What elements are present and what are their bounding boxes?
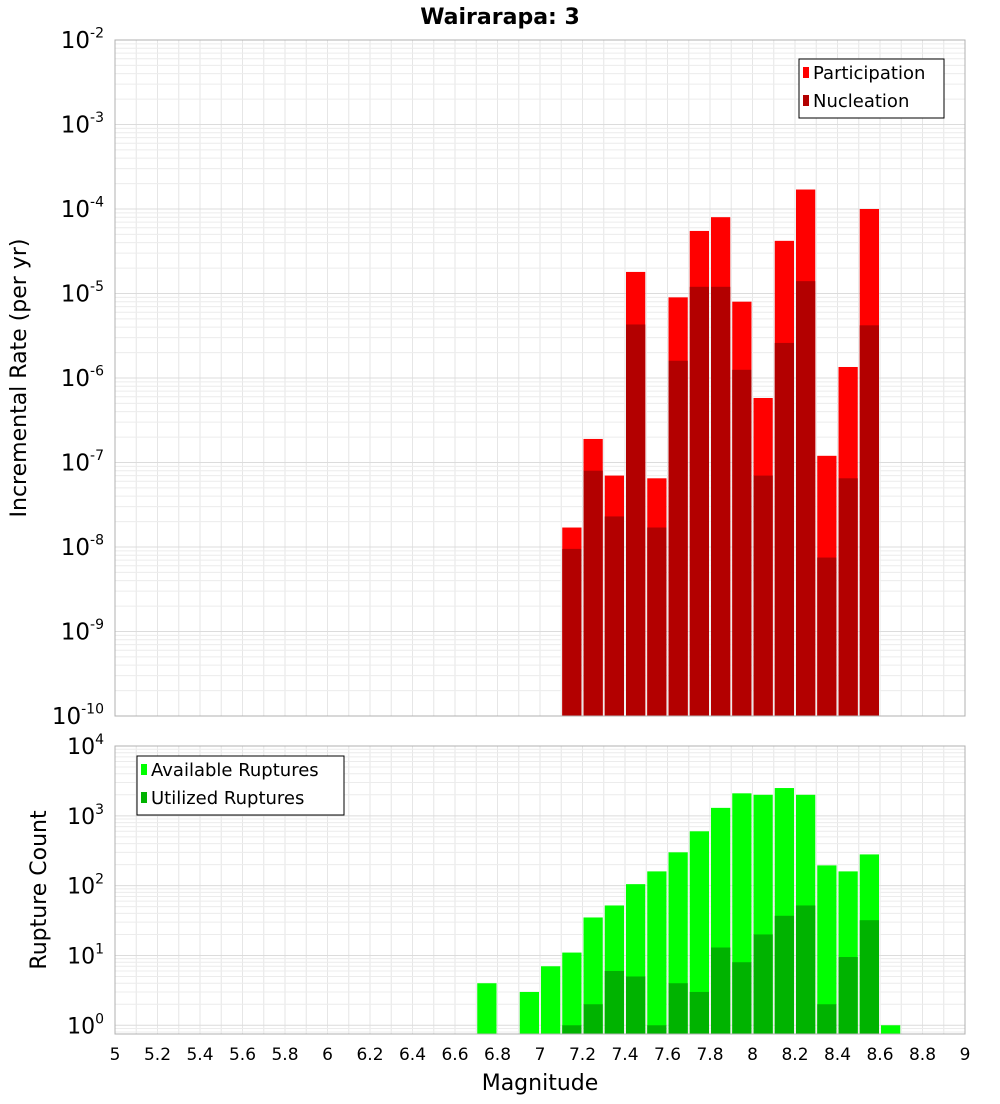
legend: Available Ruptures Utilized Ruptures (136, 755, 345, 816)
x-tick-label: 6.6 (441, 1045, 468, 1065)
x-axis-label: Magnitude (482, 1071, 599, 1096)
x-tick-label: 9 (960, 1045, 971, 1065)
x-tick-label: 6.2 (356, 1045, 383, 1065)
x-tick-label: 5.6 (229, 1045, 256, 1065)
bar (626, 324, 646, 716)
x-tick-label: 7 (535, 1045, 546, 1065)
legend-swatch (803, 95, 809, 106)
bar (477, 983, 497, 1034)
y-tick-label: 10-6 (61, 364, 104, 392)
y-tick-label: 104 (67, 732, 104, 760)
legend-box (136, 755, 345, 816)
bar (817, 1004, 837, 1034)
chart-title: Wairarapa: 3 (420, 5, 580, 30)
bar (604, 516, 624, 716)
grid (114, 39, 966, 717)
bar (668, 983, 688, 1034)
y-tick-label: 101 (67, 942, 104, 970)
x-tick-label: 7.6 (654, 1045, 681, 1065)
x-tick-label: 6.4 (399, 1045, 426, 1065)
bar (562, 952, 582, 1034)
legend-swatch (141, 764, 147, 775)
x-tick-label: 8 (747, 1045, 758, 1065)
bar (583, 470, 603, 716)
bar (753, 475, 773, 716)
bar (817, 865, 837, 1034)
bar (838, 478, 858, 716)
bar (647, 1025, 667, 1034)
plot-border (114, 745, 966, 1035)
bar (817, 557, 837, 716)
bar (604, 970, 624, 1034)
legend-swatch (803, 67, 809, 78)
legend-box (798, 58, 945, 119)
y-tick-label: 10-3 (61, 110, 104, 138)
x-tick-label: 8.4 (824, 1045, 851, 1065)
bar (562, 548, 582, 716)
x-tick-label: 6.8 (484, 1045, 511, 1065)
bar (881, 1025, 901, 1034)
bar (774, 342, 794, 716)
bar (541, 966, 561, 1034)
bar (796, 281, 816, 716)
y-axis-label: Rupture Count (27, 810, 52, 970)
bar (753, 934, 773, 1034)
legend-swatch (141, 792, 147, 803)
y-tick-label: 10-5 (61, 279, 104, 307)
bar (583, 1004, 603, 1034)
plot-border (114, 39, 966, 717)
x-tick-label: 5.2 (144, 1045, 171, 1065)
legend: Participation Nucleation (798, 58, 945, 119)
bar (689, 991, 709, 1034)
series-1 (562, 281, 879, 716)
legend-label: Participation (813, 63, 925, 84)
bar (711, 947, 731, 1034)
legend-label: Available Ruptures (151, 760, 319, 781)
bar (859, 920, 879, 1034)
y-axis-label: Incremental Rate (per yr) (7, 239, 32, 518)
x-tick-label: 5.8 (271, 1045, 298, 1065)
x-tick-label: 8.6 (866, 1045, 893, 1065)
x-tick-label: 5.4 (186, 1045, 213, 1065)
legend-label: Nucleation (813, 91, 909, 112)
bar (647, 871, 667, 1034)
x-tick-label: 7.4 (611, 1045, 638, 1065)
bar (626, 976, 646, 1034)
x-tick-label: 8.2 (781, 1045, 808, 1065)
y-tick-label: 10-8 (61, 533, 104, 561)
y-tick-label: 10-2 (61, 26, 104, 54)
x-tick-label: 6 (322, 1045, 333, 1065)
bar (774, 915, 794, 1034)
y-tick-label: 102 (67, 872, 104, 900)
bar (732, 369, 752, 716)
x-tick-label: 5 (110, 1045, 121, 1065)
bar (838, 957, 858, 1034)
bar (796, 905, 816, 1034)
x-axis: 5 5.2 5.4 5.6 5.8 6 6.2 6.4 6.6 6.8 7 7.2 7.4 7.6 7.8 8… (110, 1045, 971, 1096)
y-tick-label: 10-10 (52, 702, 104, 730)
x-tick-label: 7.8 (696, 1045, 723, 1065)
x-tick-label: 7.2 (569, 1045, 596, 1065)
bar (519, 991, 539, 1034)
bar (732, 962, 752, 1034)
y-tick-label: 10-4 (61, 195, 104, 223)
bar (859, 325, 879, 716)
legend-label: Utilized Ruptures (151, 788, 304, 809)
bar (689, 286, 709, 716)
plot-panel-0: 10-10 10-9 10-8 10-7 10-6 10-5 10-4 10-3 10-2 Inc… (7, 26, 966, 730)
y-tick-label: 10-7 (61, 448, 104, 476)
bar (647, 527, 667, 716)
y-tick-label: 103 (67, 802, 104, 830)
y-tick-label: 10-9 (61, 617, 104, 645)
bar (711, 286, 731, 716)
bar (562, 1025, 582, 1034)
x-tick-label: 8.8 (909, 1045, 936, 1065)
bar (689, 831, 709, 1034)
plot-panel-1: 100 101 102 103 104 Rupture Count Available Ru… (27, 732, 970, 1096)
y-tick-label: 100 (67, 1011, 104, 1039)
bar (668, 360, 688, 716)
series-1 (562, 905, 879, 1034)
